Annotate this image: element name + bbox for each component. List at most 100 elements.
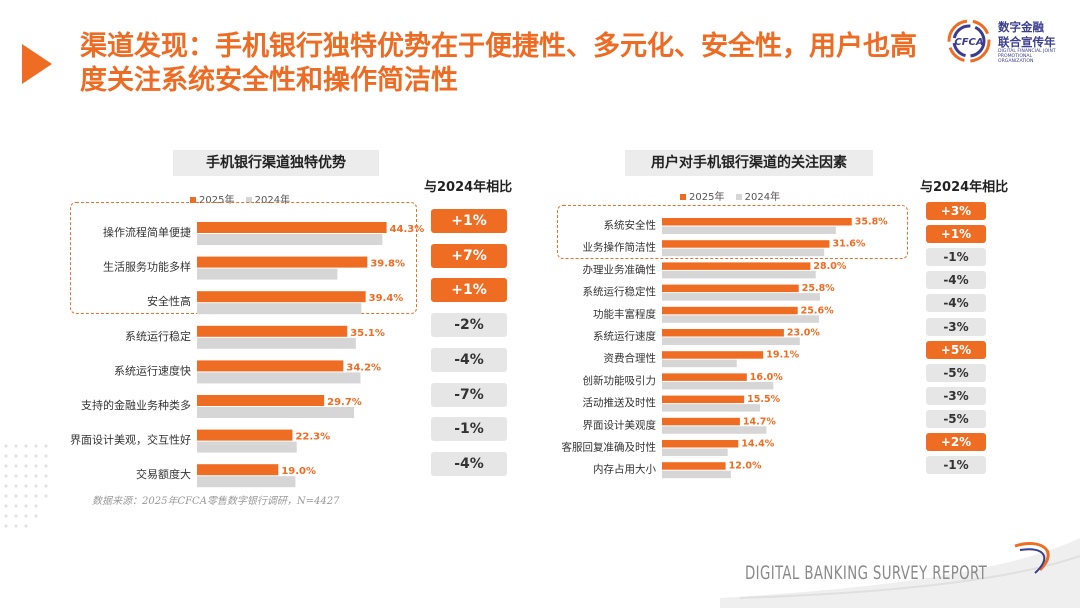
category-label: 生活服务功能多样 <box>103 260 191 274</box>
decorative-dot <box>14 504 18 508</box>
category-label: 系统运行稳定性 <box>583 285 657 298</box>
left-bar-chart: 操作流程简单便捷 44.3% 生活服务功能多样 39.8% 安全性高 39.4% 系统运行稳… <box>70 222 425 488</box>
value-label: 22.3% <box>295 432 330 443</box>
bar-2024 <box>662 226 836 234</box>
decorative-dot <box>34 454 38 458</box>
decorative-dot <box>4 464 8 468</box>
bar-2025 <box>197 325 348 337</box>
value-label: 15.5% <box>747 394 780 405</box>
left-chart-title: 手机银行渠道独特优势 <box>173 150 379 176</box>
bar-2025 <box>662 262 811 270</box>
category-label: 功能丰富程度 <box>593 307 656 320</box>
decorative-dot <box>24 464 28 468</box>
value-label: 34.2% <box>346 362 381 373</box>
change-badge: +2% <box>926 433 986 451</box>
bar-2024 <box>197 303 362 315</box>
right-compare-title: 与2024年相比 <box>920 180 1009 195</box>
change-badge: -7% <box>431 382 507 407</box>
value-label: 44.3% <box>390 224 425 235</box>
category-label: 客服回复准确及时性 <box>562 441 657 454</box>
decorative-dot <box>44 494 48 498</box>
decorative-dot <box>44 444 48 448</box>
bar-2025 <box>197 429 293 441</box>
category-label: 创新功能吸引力 <box>583 374 657 387</box>
category-label: 资费合理性 <box>604 352 657 365</box>
legend-label-2025-right: 2025年 <box>689 192 725 203</box>
bar-2024 <box>197 441 297 453</box>
change-badge: -4% <box>926 294 986 313</box>
title-arrow-icon <box>22 44 52 84</box>
legend-swatch-2024 <box>245 197 252 203</box>
bar-2025 <box>662 395 745 404</box>
change-badge: -4% <box>431 347 507 372</box>
decorative-dot <box>34 484 38 488</box>
category-label: 系统运行速度快 <box>114 363 191 377</box>
bar-2024 <box>662 448 728 456</box>
bar-2025 <box>662 329 784 337</box>
bar-2025 <box>662 351 764 359</box>
decorative-dot <box>14 524 18 528</box>
change-badge: -1% <box>431 417 507 442</box>
change-badge: +1% <box>431 209 507 233</box>
decorative-dot <box>24 494 28 498</box>
bar-2025 <box>662 240 830 248</box>
decorative-dot <box>24 524 28 528</box>
decorative-dot <box>24 514 28 518</box>
change-badge: -3% <box>926 317 986 336</box>
value-label: 39.8% <box>370 259 405 270</box>
bar-2024 <box>197 268 338 280</box>
bar-2024 <box>197 234 383 245</box>
decorative-dot <box>14 474 18 478</box>
left-legend: 2025年 2024年 <box>190 191 290 206</box>
logo-name-line1: 数字金融 <box>998 20 1044 34</box>
bar-2024 <box>197 476 296 488</box>
value-label: 35.1% <box>350 328 385 339</box>
bar-2024 <box>662 293 820 301</box>
legend-label-2024-right: 2024年 <box>744 192 781 203</box>
category-label: 支持的金融业务种类多 <box>81 398 191 412</box>
decorative-dot <box>4 514 8 518</box>
legend-swatch-2025 <box>190 197 196 203</box>
decorative-dot <box>14 454 18 458</box>
category-label: 系统运行速度 <box>593 330 656 343</box>
bar-2024 <box>197 407 355 418</box>
legend-label-2025: 2025年 <box>199 195 235 206</box>
bar-2024 <box>662 404 761 412</box>
bar-2025 <box>197 395 325 406</box>
category-label: 业务操作简洁性 <box>583 241 657 254</box>
category-label: 系统安全性 <box>604 219 657 232</box>
decorative-dot <box>24 484 28 488</box>
value-label: 12.0% <box>729 461 762 472</box>
logo-name-en: DIGITAL FINANCIAL JOINT PROMOTIONAL ORGA… <box>998 49 1056 64</box>
bar-2024 <box>197 337 356 349</box>
value-label: 31.6% <box>832 239 865 250</box>
decorative-dot <box>24 454 28 458</box>
bar-2025 <box>197 222 387 233</box>
bar-2024 <box>662 270 816 279</box>
cfca-logo-icon: CFCA <box>947 19 991 63</box>
decorative-dot <box>14 484 18 488</box>
legend-swatch-2025-right <box>680 194 686 200</box>
value-label: 19.1% <box>766 350 799 361</box>
bar-2025 <box>662 417 740 426</box>
bar-2025 <box>662 306 798 315</box>
bar-2024 <box>662 381 774 390</box>
change-badge: -5% <box>926 363 986 382</box>
decorative-dot <box>4 504 8 508</box>
decorative-dot <box>34 474 38 478</box>
change-badge: -2% <box>431 313 507 338</box>
change-badge: +7% <box>431 243 507 268</box>
bar-2024 <box>662 426 767 434</box>
bar-2025 <box>662 284 799 293</box>
decorative-dot <box>14 494 18 498</box>
change-badge: +1% <box>926 225 986 244</box>
page-title: 渠道发现：手机银行独特优势在于便捷性、多元化、安全性，用户也高度关注系统安全性和… <box>80 31 917 96</box>
category-label: 操作流程简单便捷 <box>103 225 191 239</box>
value-label: 25.8% <box>802 283 835 294</box>
category-label: 安全性高 <box>147 294 191 308</box>
decorative-dot-pattern <box>4 444 48 528</box>
bar-2025 <box>662 462 726 470</box>
bar-2025 <box>662 440 739 448</box>
bar-2024 <box>662 315 819 323</box>
bar-2024 <box>662 337 800 345</box>
